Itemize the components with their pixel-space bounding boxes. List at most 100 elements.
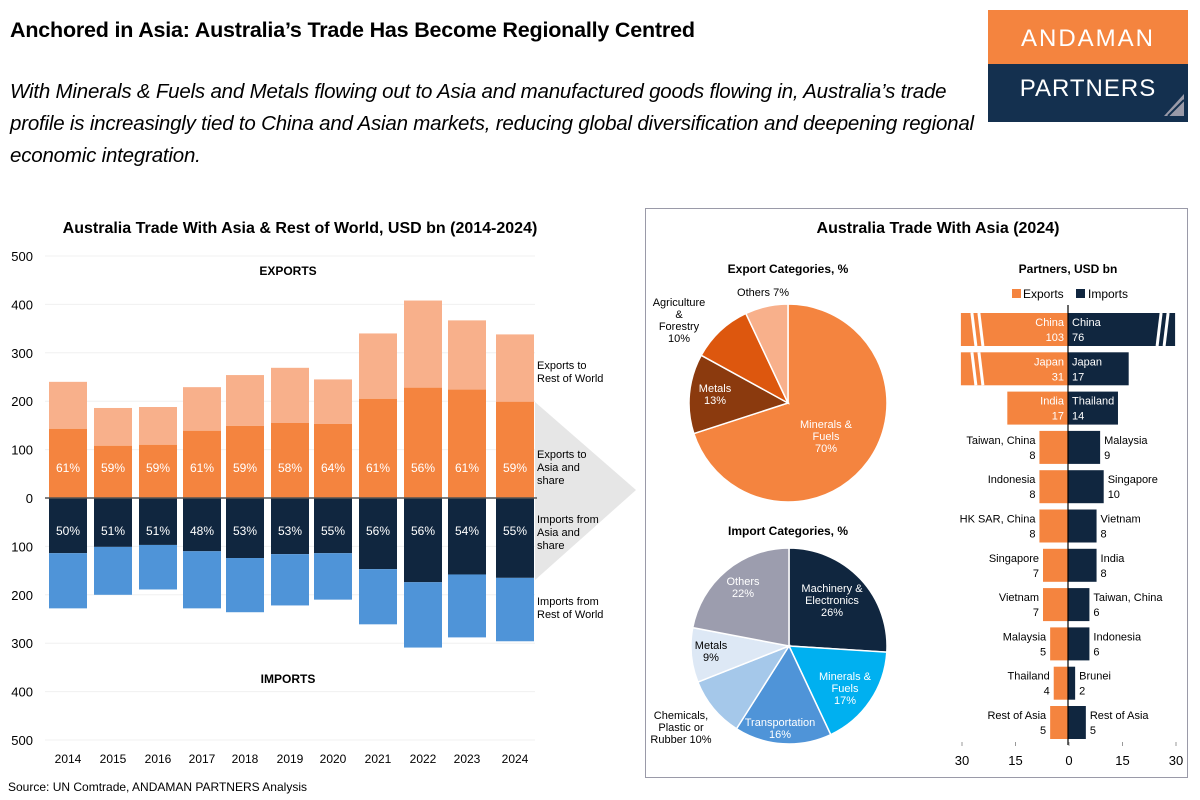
partner-export-value: 8 [1029, 529, 1035, 541]
partner-export-bar [1053, 666, 1068, 700]
partner-import-value: 5 [1090, 725, 1096, 737]
x-tick-label: 2014 [55, 752, 82, 766]
bar-imports-asia [94, 498, 132, 547]
bar-imports-row [226, 558, 264, 613]
pie-slice-label: 13% [704, 395, 726, 407]
export-share-label: 59% [146, 461, 170, 475]
pie-slice-label: Forestry [659, 321, 700, 333]
bar-exports-asia [226, 425, 264, 498]
y-tick-label: 0 [26, 491, 33, 506]
bar-exports-row [404, 300, 442, 388]
bar-imports-row [271, 554, 309, 606]
partner-import-bar [1068, 391, 1118, 425]
legend-imports: Imports [1088, 287, 1128, 301]
x-tick-label: 2019 [277, 752, 304, 766]
series-label: Imports from [537, 514, 599, 526]
bar-exports-asia [271, 422, 309, 498]
bar-imports-asia [139, 498, 177, 545]
bar-imports-asia [226, 498, 264, 559]
partner-import-value: 6 [1093, 646, 1099, 658]
bar-exports-row [271, 367, 309, 423]
x-tick-label: 2016 [145, 752, 172, 766]
pie-slice [691, 547, 790, 647]
axis-break-mark [1162, 312, 1170, 347]
partner-export-bar [1007, 391, 1068, 425]
y-tick-label: 300 [11, 636, 33, 651]
partner-export-bar [1039, 509, 1068, 543]
partner-export-name: China [1035, 317, 1065, 329]
partner-import-name: Indonesia [1093, 631, 1142, 643]
legend-exports: Exports [1023, 287, 1064, 301]
bar-exports-asia [94, 445, 132, 498]
export-share-label: 61% [366, 461, 390, 475]
partners-x-tick-label: 0 [1065, 753, 1072, 768]
import-share-label: 55% [503, 524, 527, 538]
import-share-label: 50% [56, 524, 80, 538]
axis-break-mark [970, 352, 978, 386]
exports-annotation: EXPORTS [259, 264, 316, 278]
y-tick-label: 100 [11, 443, 33, 458]
pie-slice [735, 644, 832, 745]
pie-slice-label: 26% [821, 607, 843, 619]
bar-exports-asia [448, 389, 486, 498]
partner-import-name: China [1072, 317, 1102, 329]
bar-imports-row [49, 553, 87, 609]
import-share-label: 51% [101, 524, 125, 538]
pie-slice-label: Minerals & [819, 671, 872, 683]
import-share-label: 48% [190, 524, 214, 538]
pie-slice-label: Machinery & [801, 583, 863, 595]
partner-import-name: Japan [1072, 356, 1102, 368]
pie-slice-label: 10% [668, 333, 690, 345]
page-subtitle: With Minerals & Fuels and Metals flowing… [10, 80, 974, 167]
export-share-label: 59% [233, 461, 257, 475]
partner-import-bar [1068, 706, 1086, 739]
import-share-label: 56% [366, 524, 390, 538]
partner-export-name: India [1040, 396, 1065, 408]
series-label: Exports to [537, 449, 587, 461]
pie-slice [744, 303, 789, 404]
pie-slice-label: Metals [695, 640, 728, 652]
x-tick-label: 2018 [232, 752, 259, 766]
pie-slice-label: Rubber 10% [650, 734, 711, 746]
bar-imports-row [314, 553, 352, 600]
bar-imports-row [139, 544, 177, 590]
x-tick-label: 2017 [189, 752, 216, 766]
series-label: share [537, 475, 565, 487]
partner-import-name: Taiwan, China [1093, 592, 1163, 604]
partner-import-value: 8 [1101, 568, 1107, 580]
pie-slice-label: Others 7% [737, 287, 789, 299]
bar-imports-row [496, 577, 534, 642]
bar-chart-title: Australia Trade With Asia & Rest of Worl… [63, 220, 538, 237]
partner-import-value: 10 [1108, 489, 1120, 501]
partner-import-bar [1068, 430, 1101, 464]
partner-import-value: 14 [1072, 411, 1084, 423]
bar-exports-row [496, 334, 534, 402]
partner-import-name: Vietnam [1101, 514, 1141, 526]
series-label: Imports from [537, 596, 599, 608]
import-share-label: 53% [233, 524, 257, 538]
import-share-label: 53% [278, 524, 302, 538]
partner-export-name: Thailand [1008, 671, 1050, 683]
y-tick-label: 100 [11, 539, 33, 554]
bar-imports-asia [271, 498, 309, 555]
import-share-label: 55% [321, 524, 345, 538]
pie-slice-label: Minerals & [800, 419, 853, 431]
partners-x-tick-label: 15 [1008, 753, 1022, 768]
partner-export-name: Indonesia [988, 474, 1037, 486]
series-label: Exports to [537, 360, 587, 372]
partner-export-bar [1043, 588, 1068, 622]
partner-import-bar [1068, 627, 1090, 661]
partner-import-name: Brunei [1079, 671, 1111, 683]
legend-swatch-imports [1076, 289, 1085, 298]
partner-export-value: 8 [1029, 489, 1035, 501]
y-tick-label: 400 [11, 685, 33, 700]
partner-import-bar [1068, 548, 1097, 582]
bar-imports-asia [314, 498, 352, 554]
x-tick-label: 2015 [100, 752, 127, 766]
asia-2024-panel [645, 208, 1188, 778]
pie-slice-label: 17% [834, 695, 856, 707]
imports-annotation: IMPORTS [261, 672, 316, 686]
partner-import-value: 17 [1072, 371, 1084, 383]
pie-slice-label: Transportation [745, 717, 816, 729]
partners-x-tick-label: 30 [1169, 753, 1183, 768]
